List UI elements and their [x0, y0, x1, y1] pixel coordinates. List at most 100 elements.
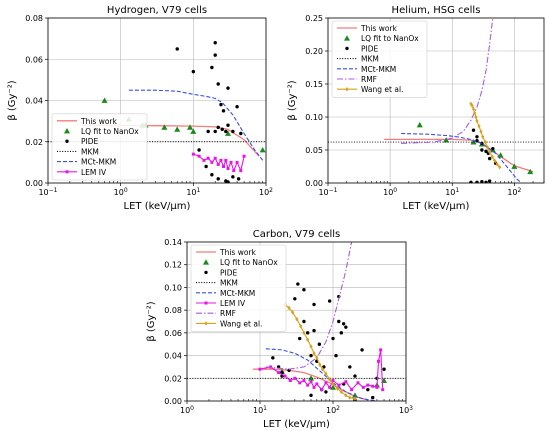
legend-box	[190, 244, 287, 332]
data-point	[288, 379, 292, 383]
legend-item: This work	[337, 24, 398, 33]
data-point	[334, 353, 338, 358]
y-tick-label: 0.04	[25, 97, 43, 106]
data-point	[312, 328, 316, 333]
data-point	[219, 102, 223, 107]
data-point	[161, 124, 168, 130]
data-point	[327, 299, 332, 303]
data-point	[324, 381, 328, 385]
data-point	[306, 383, 310, 387]
data-point	[296, 282, 300, 286]
plot-frame	[47, 17, 267, 184]
legend-item: MCt-MKM	[196, 289, 255, 298]
data-point	[324, 371, 328, 376]
legend-label: This work	[360, 24, 398, 33]
x-tick-label: 10−1	[318, 187, 337, 197]
series-mct-mkm	[128, 89, 264, 161]
y-tick-label: 0.10	[164, 283, 182, 292]
data-point	[216, 82, 220, 86]
data-point	[475, 180, 479, 183]
data-point	[348, 395, 352, 400]
x-tick-label: 100	[383, 187, 397, 197]
data-point	[488, 149, 492, 155]
legend-marker	[204, 321, 208, 326]
legend-label: LQ fit to NanOx	[220, 258, 278, 267]
legend-item: MCt-MKM	[57, 158, 116, 167]
legend-label: MCt-MKM	[361, 65, 396, 74]
data-point	[291, 310, 295, 315]
data-point	[328, 385, 332, 389]
data-point	[309, 353, 313, 358]
x-tick-label: 100	[114, 187, 128, 197]
series-rmf	[265, 242, 353, 370]
data-point	[485, 145, 490, 150]
data-point	[315, 382, 319, 386]
legend-label: MKM	[220, 279, 238, 288]
y-tick-label: 0.00	[305, 179, 323, 188]
data-point	[371, 395, 375, 400]
data-point	[235, 160, 239, 164]
legend-marker	[65, 170, 69, 174]
y-tick-label: 0.06	[164, 329, 182, 338]
data-point	[312, 385, 316, 389]
data-point	[344, 393, 348, 398]
chart-panel-3: 0.00 0.02 0.04 0.06 0.08 0.10 0.12 0.14 100 101 10…	[146, 229, 413, 430]
data-point	[210, 65, 214, 70]
y-axis-label: β (Gy⁻²)	[7, 80, 18, 120]
y-tick-label: 0.12	[164, 261, 182, 270]
data-point	[302, 330, 306, 336]
series-this-work	[384, 138, 534, 173]
legend-item: RMF	[337, 75, 377, 84]
y-tick-label: 0.15	[305, 80, 323, 89]
data-point	[287, 305, 291, 311]
y-tick-label: 0.00	[164, 397, 182, 406]
plot-area	[328, 18, 544, 183]
data-point	[416, 121, 423, 128]
legend-label: PIDE	[220, 268, 238, 277]
data-point	[330, 384, 336, 390]
data-point	[239, 169, 243, 173]
data-point	[492, 158, 497, 163]
data-point	[312, 351, 316, 356]
legend-label: MKM	[361, 55, 379, 64]
data-point	[366, 387, 370, 392]
plot-area	[187, 242, 406, 401]
data-point	[475, 118, 479, 124]
legend-label: LQ fit to NanOx	[81, 127, 139, 136]
legend-item: This work	[196, 248, 257, 257]
legend-label: PIDE	[361, 44, 379, 53]
data-point	[469, 180, 473, 183]
data-point	[206, 129, 210, 134]
data-point	[312, 302, 316, 307]
data-point	[471, 106, 476, 112]
series-line	[470, 103, 501, 168]
x-tick-label: 102	[326, 405, 340, 415]
data-point	[475, 135, 479, 139]
data-point	[356, 381, 360, 385]
x-tick-label: 101	[253, 405, 267, 415]
legend-box	[331, 20, 428, 98]
data-point	[216, 162, 220, 166]
x-axis-label: LET (keV/µm)	[403, 201, 470, 212]
data-point	[197, 148, 201, 152]
y-tick-label: 0.08	[25, 14, 43, 23]
y-axis-label: β (Gy⁻²)	[146, 301, 157, 341]
series-line	[128, 89, 264, 161]
data-point	[213, 53, 217, 57]
data-point	[213, 156, 217, 160]
legend-item: RMF	[196, 309, 236, 318]
data-point	[331, 336, 335, 341]
legend-marker	[345, 87, 349, 92]
data-point	[320, 388, 324, 392]
data-point	[371, 384, 375, 388]
data-point	[484, 180, 488, 183]
data-point	[511, 163, 518, 169]
legend-label: PIDE	[81, 137, 99, 146]
x-tick-label: 102	[259, 187, 273, 197]
legend-item: PIDE	[204, 268, 238, 277]
data-point	[473, 110, 477, 116]
legend-item: This work	[57, 117, 118, 126]
data-point	[202, 158, 206, 162]
legend-label: RMF	[361, 75, 377, 84]
y-axis-label: β (Gy⁻²)	[287, 80, 298, 120]
